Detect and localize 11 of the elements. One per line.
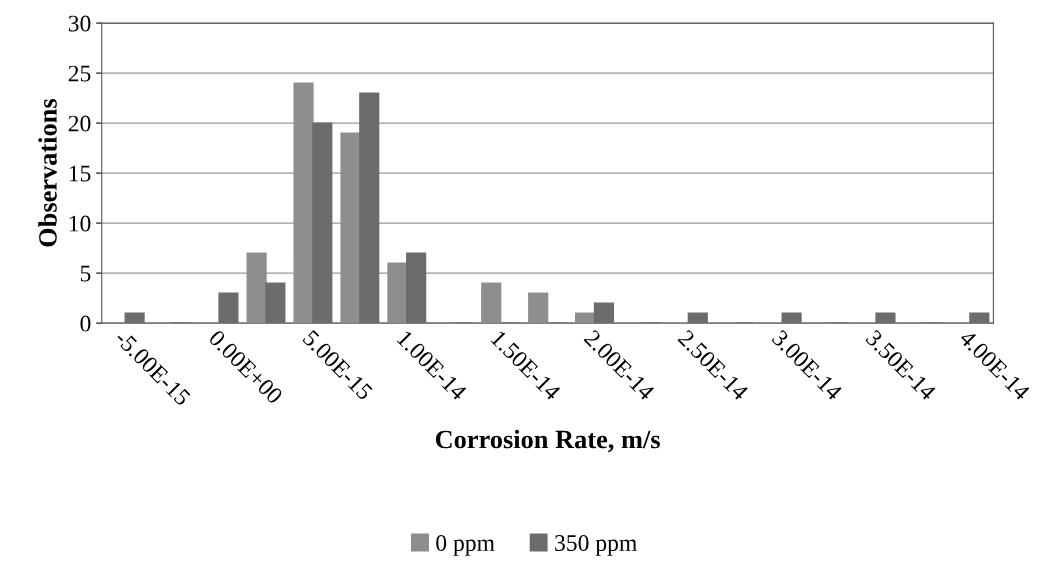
y-tick-label: 5 <box>80 265 91 282</box>
legend-label: 0 ppm <box>436 535 495 556</box>
y-tick-label: 10 <box>69 215 91 232</box>
x-axis-title: Corrosion Rate, m/s <box>435 429 660 453</box>
y-tick-label: 15 <box>69 165 91 182</box>
y-tick-label: 25 <box>68 65 91 82</box>
y-axis-title: Observations <box>38 98 57 247</box>
y-tick-label: 30 <box>68 15 91 32</box>
y-tick-label: 20 <box>68 115 91 132</box>
y-tick-label: 0 <box>80 315 91 332</box>
legend-label: 350 ppm <box>555 535 637 556</box>
